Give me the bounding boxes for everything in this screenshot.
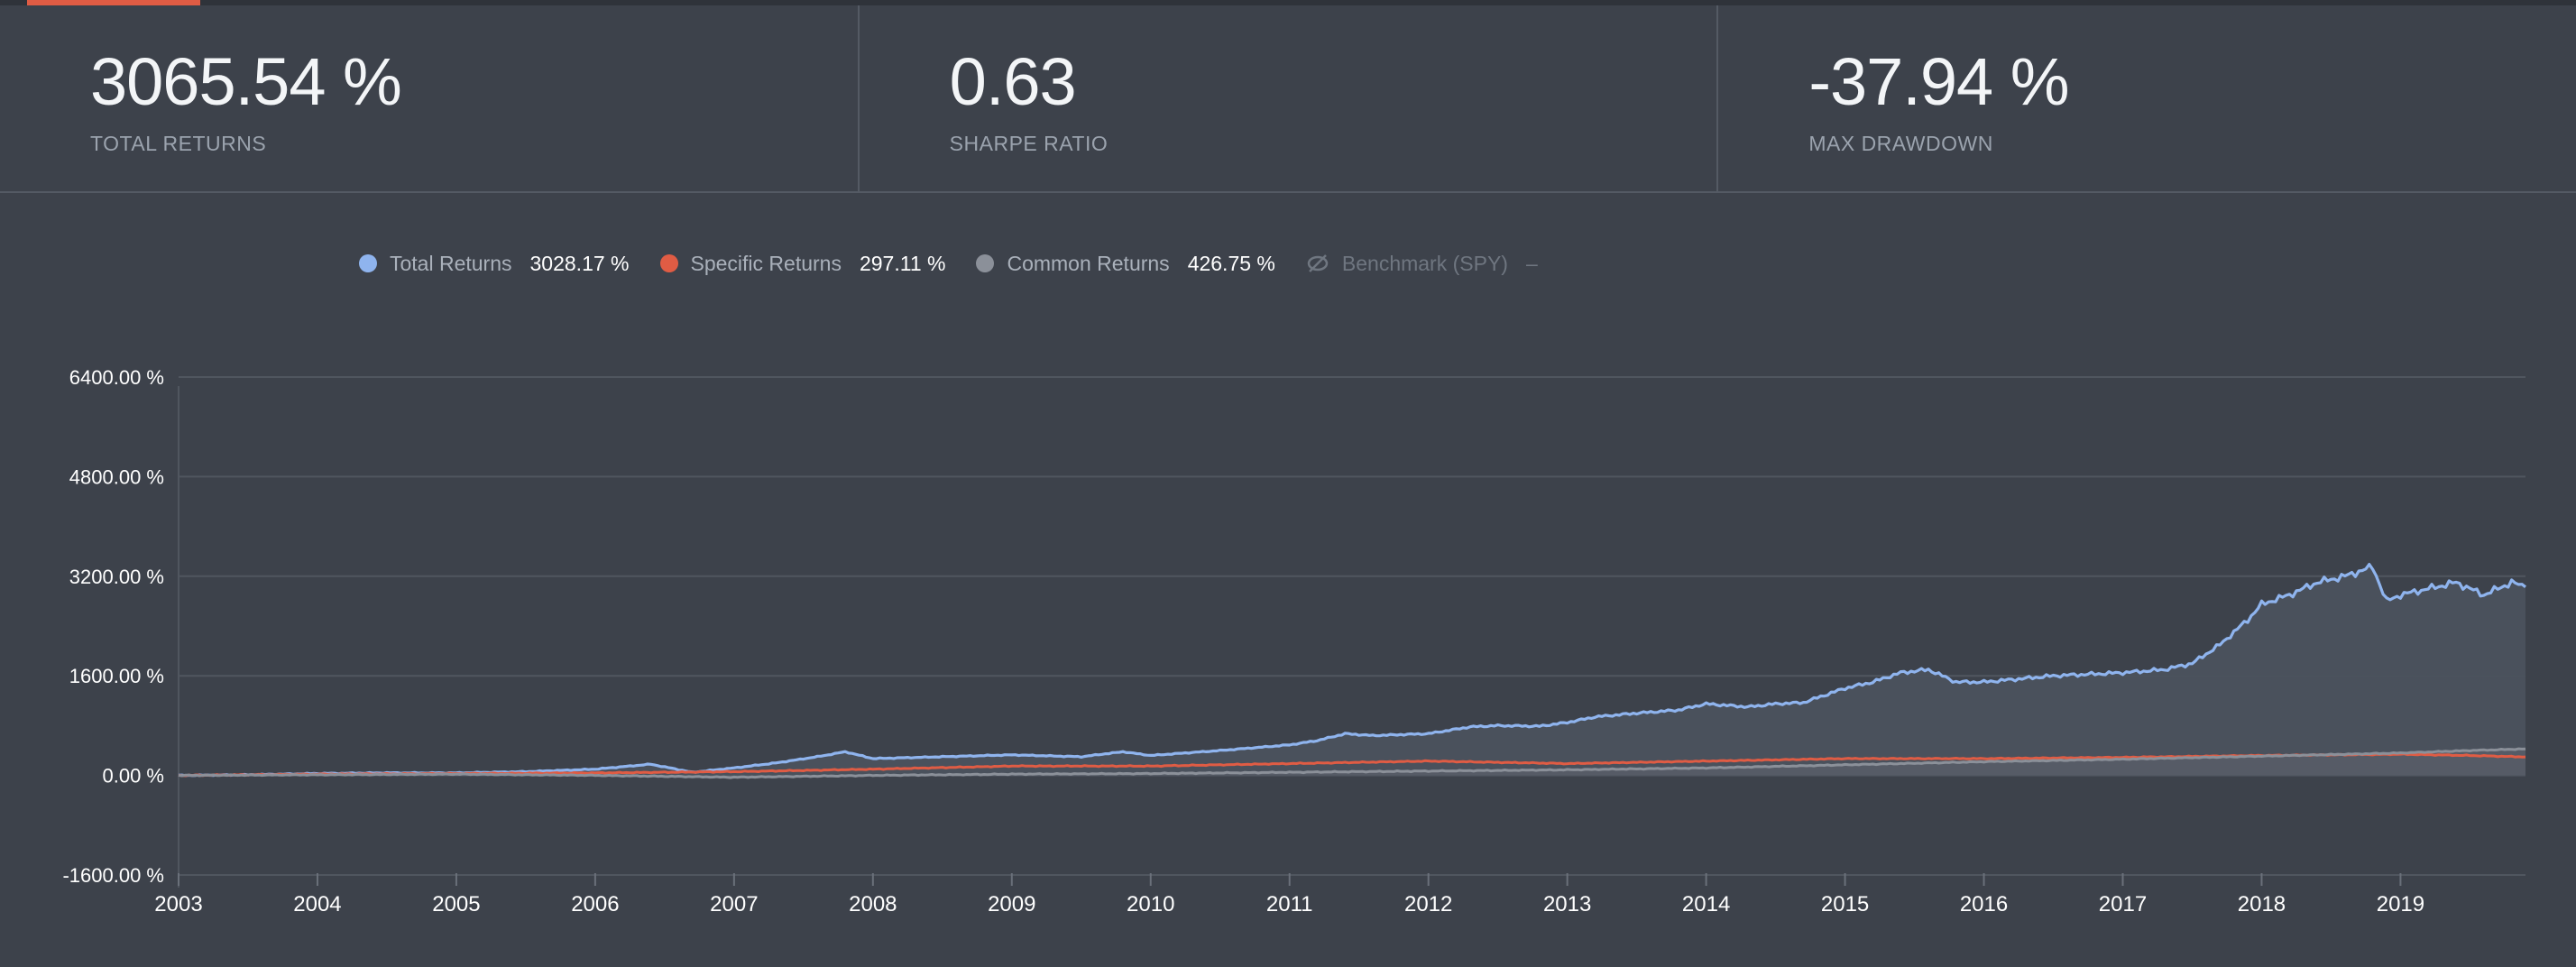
stat-total-returns: 3065.54 % TOTAL RETURNS xyxy=(0,5,858,191)
stat-value: 3065.54 % xyxy=(90,44,402,119)
legend-dot-icon xyxy=(359,254,377,272)
x-tick-label: 2004 xyxy=(293,892,341,916)
legend-name: Specific Returns xyxy=(690,251,842,275)
stat-sharpe-ratio: 0.63 SHARPE RATIO xyxy=(857,5,1717,191)
chart-legend: Total Returns 3028.17 % Specific Returns… xyxy=(359,249,1569,278)
stat-label: SHARPE RATIO xyxy=(949,132,1109,155)
series-areas xyxy=(179,564,2525,778)
x-tick-label: 2016 xyxy=(1960,892,2008,916)
stats-summary: 3065.54 % TOTAL RETURNS 0.63 SHARPE RATI… xyxy=(0,5,2576,193)
y-tick-label: 4800.00 % xyxy=(69,465,164,488)
stat-value: -37.94 % xyxy=(1808,44,2069,119)
eye-slash-icon xyxy=(1307,254,1329,272)
x-tick-label: 2005 xyxy=(432,892,480,916)
x-tick-label: 2019 xyxy=(2377,892,2424,916)
x-tick-label: 2003 xyxy=(154,892,202,916)
y-axis: 6400.00 % 4800.00 % 3200.00 % 1600.00 % 0.00… xyxy=(62,366,164,887)
x-tick-label: 2008 xyxy=(849,892,897,916)
legend-value: 426.75 % xyxy=(1187,251,1275,275)
x-axis: 2003 2004 2005 2006 2007 2008 2009 2010 2011 2012… xyxy=(154,873,2424,916)
x-tick-label: 2014 xyxy=(1682,892,1730,916)
stat-label: MAX DRAWDOWN xyxy=(1808,132,1993,155)
x-tick-label: 2018 xyxy=(2238,892,2286,916)
x-tick-label: 2006 xyxy=(571,892,619,916)
series-lines xyxy=(178,563,2526,779)
legend-item-common-returns[interactable]: Common Returns 426.75 % xyxy=(976,251,1275,276)
top-tab-bar xyxy=(0,0,2576,5)
total-returns-line xyxy=(178,563,2526,778)
legend-dot-icon xyxy=(659,254,678,272)
legend-name: Total Returns xyxy=(390,251,512,275)
returns-chart: 6400.00 % 4800.00 % 3200.00 % 1600.00 % 0.00… xyxy=(62,366,2526,916)
total-returns-area xyxy=(179,564,2525,776)
legend-value: – xyxy=(1525,251,1538,275)
x-tick-label: 2012 xyxy=(1404,892,1452,916)
specific-returns-line xyxy=(178,752,2526,778)
legend-dot-icon xyxy=(976,254,995,272)
stat-label: TOTAL RETURNS xyxy=(90,132,267,155)
x-tick-label: 2011 xyxy=(1266,892,1313,916)
x-tick-label: 2010 xyxy=(1127,892,1174,916)
common-returns-area xyxy=(179,749,2525,778)
x-tick-label: 2017 xyxy=(2099,892,2147,916)
legend-item-total-returns[interactable]: Total Returns 3028.17 % xyxy=(359,252,630,276)
legend-name: Benchmark (SPY) xyxy=(1341,251,1508,275)
legend-item-benchmark[interactable]: Benchmark (SPY) – xyxy=(1306,252,1538,276)
y-tick-label: 6400.00 % xyxy=(69,366,164,389)
x-tick-label: 2015 xyxy=(1821,892,1869,916)
x-tick-label: 2009 xyxy=(988,892,1035,916)
y-tick-label: 0.00 % xyxy=(103,765,165,787)
legend-item-specific-returns[interactable]: Specific Returns 297.11 % xyxy=(659,251,946,276)
y-tick-label: 1600.00 % xyxy=(69,665,164,687)
active-tab-indicator xyxy=(27,0,200,5)
legend-name: Common Returns xyxy=(1007,251,1170,275)
common-returns-line xyxy=(178,747,2526,779)
y-tick-label: 3200.00 % xyxy=(69,566,164,588)
y-tick-label: -1600.00 % xyxy=(62,864,164,887)
x-tick-label: 2013 xyxy=(1543,892,1591,916)
x-tick-label: 2007 xyxy=(710,892,758,916)
legend-value: 3028.17 % xyxy=(529,251,630,275)
stat-max-drawdown: -37.94 % MAX DRAWDOWN xyxy=(1716,5,2576,191)
legend-value: 297.11 % xyxy=(859,251,946,275)
stat-value: 0.63 xyxy=(949,44,1077,119)
grid-lines xyxy=(178,376,2525,888)
